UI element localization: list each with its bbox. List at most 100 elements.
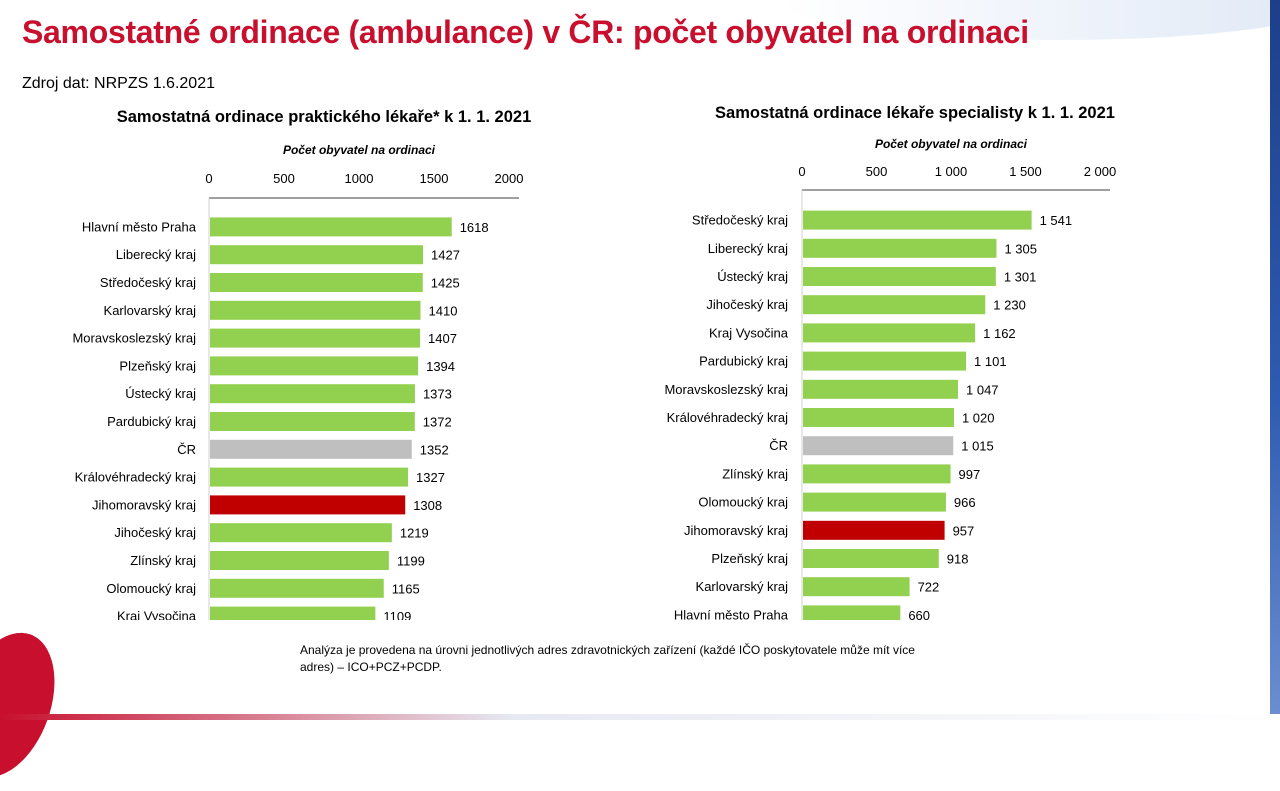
bar	[803, 295, 986, 315]
category-label: Jihomoravský kraj	[684, 523, 788, 538]
bar	[210, 578, 384, 598]
category-label: Moravskoslezský kraj	[72, 331, 196, 346]
data-label: 1373	[423, 387, 452, 402]
data-label: 918	[947, 552, 969, 567]
category-label: Kraj Vysočina	[709, 325, 789, 340]
data-label: 1 301	[1004, 270, 1037, 285]
data-label: 1327	[416, 470, 445, 485]
category-label: Středočeský kraj	[692, 213, 788, 228]
category-label: Jihočeský kraj	[114, 525, 196, 540]
tick-label: 1500	[420, 171, 449, 186]
bar	[803, 267, 996, 286]
category-label: Karlovarský kraj	[104, 303, 197, 318]
bar	[210, 356, 419, 376]
data-label: 1 047	[966, 382, 999, 397]
data-label: 1618	[460, 220, 489, 235]
data-label: 660	[908, 608, 930, 620]
data-label: 1 305	[1004, 241, 1037, 256]
category-label: Jihomoravský kraj	[92, 497, 196, 512]
axis-title: Počet obyvatel na ordinaci	[875, 137, 1028, 151]
bar	[210, 273, 423, 292]
category-label: ČR	[769, 438, 788, 453]
data-label: 1427	[431, 248, 460, 263]
tick-label: 0	[798, 164, 805, 179]
bar	[803, 549, 939, 568]
category-label: Moravskoslezský kraj	[664, 382, 788, 397]
bar	[210, 245, 424, 265]
category-label: Olomoucký kraj	[698, 495, 788, 510]
data-label: 997	[959, 467, 981, 482]
category-label: Hlavní město Praha	[674, 607, 789, 620]
tick-label: 1000	[345, 171, 374, 186]
bar	[210, 328, 421, 348]
data-label: 1 541	[1040, 213, 1073, 228]
category-label: Hlavní město Praha	[82, 219, 197, 234]
category-label: Olomoucký kraj	[106, 581, 196, 596]
category-label: Pardubický kraj	[107, 414, 196, 429]
data-label: 1308	[413, 498, 442, 513]
bar	[210, 551, 389, 570]
category-label: Zlínský kraj	[130, 553, 196, 568]
bar	[803, 520, 945, 540]
tick-label: 500	[273, 171, 295, 186]
bar	[210, 412, 415, 431]
bar	[803, 605, 901, 625]
bar	[803, 436, 954, 456]
tick-label: 1 500	[1009, 164, 1042, 179]
bar	[803, 351, 967, 371]
category-label: Karlovarský kraj	[696, 579, 789, 594]
data-label: 1394	[426, 359, 455, 374]
bar	[803, 408, 954, 427]
category-label: Ústecký kraj	[125, 386, 196, 401]
data-label: 1165	[392, 581, 420, 596]
category-label: ČR	[177, 442, 196, 457]
tick-label: 1 000	[935, 164, 968, 179]
bottom-stripe-decoration	[0, 714, 1280, 720]
category-label: Zlínský kraj	[722, 466, 788, 481]
category-label: Liberecký kraj	[708, 241, 788, 256]
chart-specialist-panel: Samostatná ordinace lékaře specialisty k…	[640, 95, 1260, 629]
chart-title: Samostatná ordinace praktického lékaře* …	[117, 108, 532, 126]
category-label: Liberecký kraj	[116, 247, 196, 262]
bar	[803, 238, 997, 258]
category-label: Ústecký kraj	[717, 269, 788, 284]
bar	[803, 379, 959, 399]
category-label: Plzeňský kraj	[119, 358, 196, 373]
data-label: 1407	[428, 331, 457, 346]
side-stripe-decoration	[1270, 0, 1280, 720]
data-label: 1425	[431, 276, 460, 291]
data-label: 1 230	[993, 298, 1026, 313]
data-source: Zdroj dat: NRPZS 1.6.2021	[22, 75, 215, 92]
data-label: 1 162	[983, 326, 1016, 341]
category-label: Středočeský kraj	[100, 275, 196, 290]
data-label: 1 101	[974, 354, 1007, 369]
bar	[803, 210, 1032, 230]
category-label: Kraj Vysočina	[117, 609, 197, 620]
chart-specialist: Samostatná ordinace lékaře specialisty k…	[664, 104, 1117, 629]
category-label: Královéhradecký kraj	[667, 410, 788, 425]
data-label: 1352	[420, 442, 449, 457]
data-label: 1 020	[962, 411, 995, 426]
tick-label: 500	[866, 164, 888, 179]
bar	[210, 439, 412, 459]
bar	[210, 606, 376, 626]
tick-label: 2 000	[1084, 164, 1117, 179]
category-label: Královéhradecký kraj	[75, 470, 196, 485]
bar	[803, 464, 951, 484]
axis-title: Počet obyvatel na ordinaci	[283, 143, 436, 157]
data-label: 966	[954, 495, 976, 510]
data-label: 1109	[383, 609, 411, 620]
bar	[210, 384, 415, 404]
data-label: 957	[953, 523, 975, 538]
data-label: 1372	[423, 415, 452, 430]
bar	[803, 492, 946, 512]
bar	[210, 523, 392, 543]
category-label: Plzeňský kraj	[711, 551, 788, 566]
category-label: Jihočeský kraj	[706, 297, 788, 312]
category-label: Pardubický kraj	[699, 354, 788, 369]
data-label: 1219	[400, 526, 429, 541]
chart-gp-panel: Samostatná ordinace praktického lékaře* …	[0, 100, 640, 630]
bar	[803, 323, 976, 343]
bar	[210, 495, 406, 515]
data-label: 722	[918, 580, 940, 595]
